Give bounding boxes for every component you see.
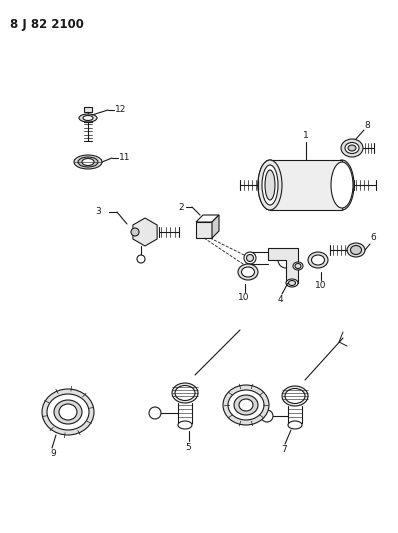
Ellipse shape [295,263,301,269]
Ellipse shape [223,385,269,425]
Ellipse shape [285,389,305,403]
Polygon shape [196,215,219,222]
Ellipse shape [246,254,254,262]
Ellipse shape [47,394,89,430]
Ellipse shape [312,255,324,265]
Polygon shape [268,248,298,283]
Ellipse shape [351,246,361,254]
Text: 9: 9 [50,449,56,458]
Text: 6: 6 [370,233,376,243]
Ellipse shape [234,395,258,415]
Text: 10: 10 [238,294,250,303]
Ellipse shape [288,421,302,429]
Circle shape [131,228,139,236]
Ellipse shape [244,252,256,264]
Polygon shape [133,218,157,246]
Ellipse shape [242,267,254,277]
Ellipse shape [331,162,353,208]
Ellipse shape [341,139,363,157]
Ellipse shape [175,385,195,400]
Text: 3: 3 [95,207,101,216]
Ellipse shape [289,280,295,286]
Polygon shape [270,160,342,210]
Text: 2: 2 [178,203,183,212]
Ellipse shape [82,158,94,166]
Ellipse shape [330,160,354,210]
Ellipse shape [345,142,359,154]
Ellipse shape [178,421,192,429]
Bar [196,222,212,238]
Text: 5: 5 [185,442,191,451]
Text: 10: 10 [315,281,326,290]
Text: 8: 8 [364,122,370,131]
Text: 4: 4 [278,295,284,304]
Ellipse shape [348,145,356,151]
Ellipse shape [228,390,264,420]
Text: 1: 1 [303,132,309,141]
Ellipse shape [262,165,278,205]
Ellipse shape [265,170,275,200]
Circle shape [137,255,145,263]
Ellipse shape [83,116,93,120]
Ellipse shape [308,252,328,268]
Ellipse shape [239,399,253,411]
Ellipse shape [258,160,282,210]
Ellipse shape [258,160,282,210]
Text: 12: 12 [115,106,127,115]
Ellipse shape [347,243,365,257]
Ellipse shape [78,157,98,167]
Circle shape [261,410,273,422]
Text: 8 J 82 2100: 8 J 82 2100 [10,18,84,31]
Ellipse shape [286,279,298,287]
Bar [84,107,92,112]
Circle shape [149,407,161,419]
Text: 7: 7 [281,446,287,455]
Ellipse shape [79,114,97,122]
Text: 11: 11 [119,154,131,163]
Ellipse shape [282,386,308,406]
Ellipse shape [54,400,82,424]
Ellipse shape [74,155,102,169]
Ellipse shape [238,264,258,280]
Polygon shape [212,215,219,238]
Ellipse shape [293,262,303,270]
Ellipse shape [59,404,77,420]
Ellipse shape [42,389,94,435]
Ellipse shape [172,383,198,403]
